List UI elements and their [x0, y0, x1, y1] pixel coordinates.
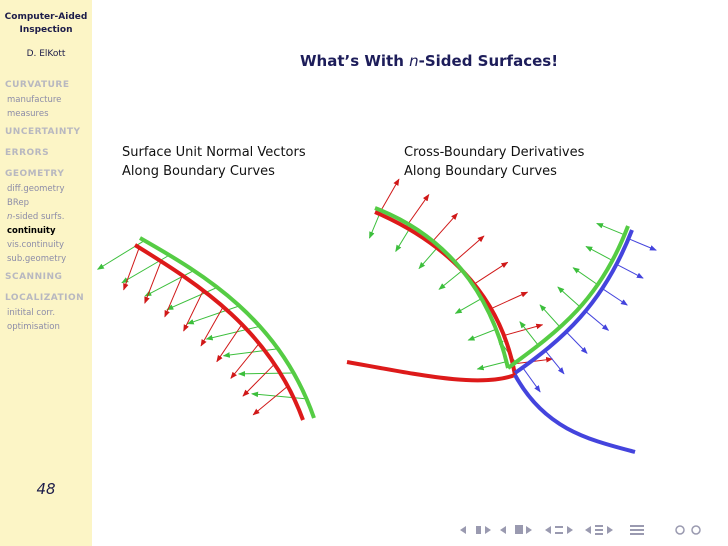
section[interactable]: LOCALIZATION	[5, 293, 85, 303]
arrow	[596, 222, 625, 236]
arrow	[418, 245, 440, 270]
arrow	[222, 348, 279, 358]
arrow	[467, 328, 497, 341]
nav-icon[interactable]	[630, 525, 644, 535]
subsection[interactable]: manufacture	[7, 95, 62, 105]
arrow	[476, 361, 507, 371]
arrow	[230, 343, 260, 379]
subsection[interactable]: n-sided surfs.	[7, 212, 64, 222]
section[interactable]: ERRORS	[5, 148, 50, 158]
arrow	[144, 261, 162, 304]
nav-icon[interactable]	[585, 525, 613, 535]
arrow	[123, 247, 140, 291]
arrow	[544, 350, 565, 375]
curve	[513, 374, 636, 454]
arrow	[585, 245, 613, 261]
arrow	[430, 212, 458, 244]
arrow	[205, 325, 260, 341]
arrow	[121, 254, 170, 284]
arrow	[522, 367, 541, 393]
subsection[interactable]: vis.continuity	[7, 240, 64, 250]
arrow	[473, 261, 509, 285]
sidebar-title: Inspection	[19, 25, 73, 35]
arrow	[242, 363, 275, 397]
item-text: n	[7, 212, 13, 222]
section[interactable]: CURVATURE	[5, 80, 70, 90]
arrow	[378, 178, 400, 215]
arrow	[628, 238, 657, 251]
subsection[interactable]: diff.geometry	[7, 184, 65, 194]
arrow	[490, 291, 529, 310]
curve	[133, 243, 305, 421]
subsection[interactable]: measures	[7, 109, 49, 119]
arrow	[251, 391, 307, 400]
sidebar: Computer-Aided Inspection D. ElKott CURV…	[0, 0, 92, 546]
caption: Surface Unit Normal Vectors	[122, 145, 306, 160]
curve	[506, 225, 630, 370]
arrow	[144, 270, 195, 297]
subsection[interactable]: sub.geometry	[7, 254, 67, 264]
arrow	[601, 288, 628, 306]
curve	[374, 206, 510, 369]
caption: Along Boundary Curves	[122, 164, 275, 179]
subsection[interactable]: initital corr.	[7, 308, 56, 318]
section[interactable]: GEOMETRY	[5, 169, 65, 179]
arrow	[565, 331, 588, 354]
arrow	[585, 310, 610, 331]
section[interactable]: SCANNING	[5, 272, 63, 282]
nav-icon[interactable]	[691, 525, 701, 535]
arrow	[616, 263, 644, 279]
curve	[374, 210, 517, 376]
subsection[interactable]: optimisation	[7, 322, 60, 332]
arrow	[539, 304, 561, 328]
author: D. ElKott	[26, 49, 66, 59]
arrow	[166, 286, 218, 311]
arrow	[454, 298, 482, 314]
sidebar-title: Computer-Aided	[4, 12, 88, 22]
caption: Along Boundary Curves	[404, 164, 557, 179]
arrow	[453, 235, 485, 263]
nav-icon[interactable]	[460, 526, 491, 534]
title-text: What’s With	[300, 52, 410, 70]
caption: Cross-Boundary Derivatives	[404, 145, 585, 160]
arrow	[519, 321, 539, 346]
arrow	[164, 275, 183, 318]
nav-icon[interactable]	[675, 525, 685, 535]
arrow	[572, 267, 599, 286]
nav-icon[interactable]	[545, 526, 573, 534]
slide-title: What’s With n-Sided Surfaces!	[300, 52, 558, 70]
page-number: 48	[36, 480, 56, 498]
arrow	[238, 371, 294, 377]
arrow	[186, 305, 240, 325]
curve	[139, 236, 316, 419]
arrow	[503, 323, 544, 336]
title-text: n	[409, 52, 419, 70]
nav-icon[interactable]	[500, 525, 532, 534]
curve	[346, 360, 516, 383]
title-text: -Sided Surfaces!	[418, 52, 559, 70]
curve	[513, 229, 634, 375]
item-text: -sided surfs.	[12, 212, 65, 222]
arrow	[438, 270, 463, 290]
arrow	[405, 194, 430, 228]
section[interactable]: UNCERTAINTY	[5, 127, 81, 137]
arrow	[200, 306, 224, 347]
subsection[interactable]: continuity	[7, 226, 56, 236]
arrow	[252, 385, 289, 416]
arrow	[183, 290, 204, 332]
subsection[interactable]: BRep	[7, 198, 29, 208]
arrow	[557, 286, 581, 308]
arrow	[216, 324, 243, 363]
navigation[interactable]	[460, 525, 701, 535]
